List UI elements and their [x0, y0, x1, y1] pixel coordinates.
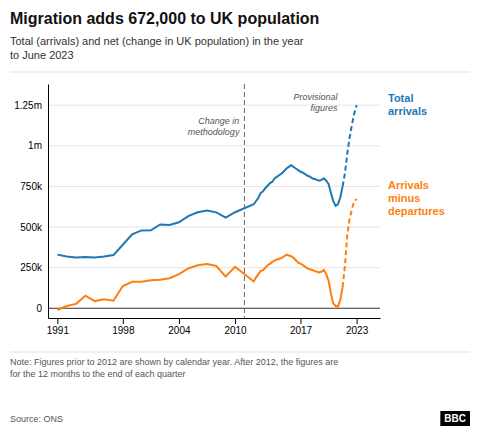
x-tick-mark — [235, 318, 236, 324]
y-tick: 1m — [28, 140, 48, 151]
y-tick-label: 1m — [28, 140, 42, 151]
x-tick-mark — [357, 318, 358, 324]
y-axis-line — [48, 85, 49, 319]
y-tick: 250k — [20, 262, 48, 273]
y-tick: 750k — [20, 181, 48, 192]
separator — [10, 72, 470, 73]
x-tick-label: 1998 — [112, 325, 135, 336]
y-tick: 500k — [20, 222, 48, 233]
x-tick: 2017 — [290, 318, 313, 336]
series-line — [57, 255, 342, 310]
title: Migration adds 672,000 to UK population — [10, 10, 319, 27]
x-tick: 1991 — [47, 318, 70, 336]
x-axis: 1991 1998 2004 2010 2017 2023 — [47, 318, 381, 336]
logo-text: BBC — [444, 413, 466, 424]
grid-line — [48, 227, 380, 228]
text-line: minus — [388, 192, 420, 204]
subtitle: Total (arrivals) and net (change in UK p… — [10, 35, 304, 61]
y-tick: 0 — [36, 303, 48, 314]
source: Source: ONS — [10, 414, 63, 424]
text-line: Change in — [198, 116, 239, 126]
y-axis: 0 250k 500k 750k 1m 1.25m — [14, 85, 48, 319]
text-line: Total — [388, 92, 413, 104]
y-tick-label: 250k — [20, 262, 43, 273]
series-line — [57, 165, 342, 257]
grid-line — [48, 145, 380, 146]
x-tick-label: 1991 — [47, 325, 70, 336]
x-tick-mark — [301, 318, 302, 324]
text-line: arrivals — [388, 105, 427, 117]
series-label: Arrivalsminusdepartures — [388, 179, 445, 217]
plot: 1991 1998 2004 2010 2017 2023 0 250k 500k 750k 1m 1… — [14, 84, 380, 336]
annotation: Change inmethodology — [188, 116, 240, 137]
marks — [57, 84, 356, 318]
grid — [48, 105, 380, 308]
grid-line — [48, 267, 380, 268]
y-tick-label: 0 — [36, 303, 42, 314]
reference-line — [244, 84, 245, 318]
x-tick: 2004 — [168, 318, 191, 336]
x-tick: 1998 — [112, 318, 135, 336]
x-tick: 2010 — [224, 318, 247, 336]
text-line: Note: Figures prior to 2012 are shown by… — [10, 357, 338, 367]
y-tick: 1.25m — [14, 100, 48, 111]
x-tick-mark — [179, 318, 180, 324]
x-tick-label: 2023 — [346, 325, 369, 336]
chart: Migration adds 672,000 to UK population T… — [0, 0, 480, 434]
note: Note: Figures prior to 2012 are shown by… — [10, 357, 338, 379]
series-line-provisional — [343, 199, 357, 287]
x-tick-mark — [57, 318, 58, 324]
provisional-label: Provisionalfigures — [294, 92, 339, 113]
separator — [10, 352, 470, 353]
text-line: Arrivals — [388, 179, 429, 191]
x-tick-mark — [123, 318, 124, 324]
logo-box — [440, 411, 470, 426]
series-label: Totalarrivals — [388, 92, 427, 117]
text-line: Provisional — [294, 92, 339, 102]
text-line: methodology — [188, 127, 240, 137]
text-line: Total (arrivals) and net (change in UK p… — [10, 35, 304, 47]
text-line: figures — [311, 103, 339, 113]
y-tick-label: 1.25m — [14, 100, 42, 111]
x-tick: 2023 — [346, 318, 369, 336]
x-tick-label: 2004 — [168, 325, 191, 336]
series-line-provisional — [343, 105, 357, 186]
text-line: departures — [388, 205, 445, 217]
y-tick-label: 750k — [20, 181, 43, 192]
text-line: for the 12 months to the end of each qua… — [10, 369, 186, 379]
zero-line — [48, 308, 380, 309]
x-tick-label: 2017 — [290, 325, 313, 336]
x-axis-line — [49, 318, 381, 319]
y-tick-label: 500k — [20, 222, 43, 233]
x-tick-label: 2010 — [224, 325, 247, 336]
logo: BBC — [440, 411, 470, 426]
text-line: to June 2023 — [10, 49, 74, 61]
